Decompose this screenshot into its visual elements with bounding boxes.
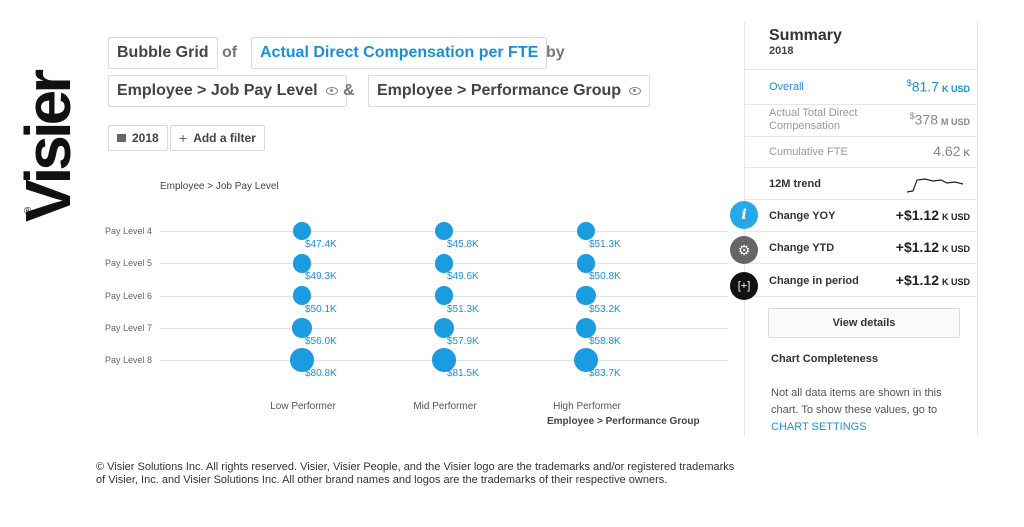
bubble-value-label: $50.8K — [589, 271, 621, 283]
bubble-value-label: $51.3K — [447, 303, 479, 315]
dimension-2-label: Employee > Performance Group — [377, 82, 622, 99]
period-label: Change in period — [769, 275, 859, 287]
bubble-value-label: $49.6K — [447, 271, 479, 283]
bubble[interactable] — [292, 221, 312, 241]
bubble-value-label: $80.8K — [305, 368, 337, 380]
x-axis-title: Employee > Performance Group — [547, 416, 700, 427]
bubble-value-label: $45.8K — [447, 239, 479, 250]
bubble[interactable] — [576, 221, 596, 241]
plus-icon: + — [179, 130, 188, 146]
view-details-button[interactable]: View details — [768, 308, 960, 338]
bubble[interactable] — [292, 286, 312, 305]
connector-of: of — [222, 44, 238, 61]
year-filter-label: 2018 — [132, 131, 159, 145]
dimension-1-label: Employee > Job Pay Level — [117, 82, 318, 99]
trend-sparkline-icon — [906, 178, 964, 193]
bubble[interactable] — [434, 286, 454, 306]
registered-mark: ® — [24, 206, 32, 217]
summary-row-overall[interactable]: Overall $81.7 K USD — [745, 69, 978, 104]
bubble[interactable] — [434, 317, 454, 338]
column-label: Low Performer — [270, 401, 336, 412]
bubble[interactable] — [576, 286, 596, 306]
summary-row-period[interactable]: Change in period +$1.12 K USD — [745, 263, 978, 297]
summary-row-total[interactable]: Actual Total Direct Compensation $378 M U… — [745, 104, 978, 136]
ytd-label: Change YTD — [769, 242, 835, 254]
column-label: High Performer — [553, 401, 621, 412]
bubble[interactable] — [576, 253, 596, 273]
connector-by: by — [546, 44, 565, 61]
total-label: Actual Total Direct Compensation — [769, 107, 858, 132]
metric-chip[interactable]: Actual Direct Compensation per FTE — [251, 37, 548, 69]
bubble[interactable] — [432, 348, 456, 372]
dimension-2-chip[interactable]: Employee > Performance Group — [368, 75, 651, 107]
footer-line-2: of Visier, Inc. and Visier Solutions Inc… — [96, 474, 668, 486]
summary-year: 2018 — [769, 45, 794, 57]
bubble[interactable] — [574, 348, 598, 373]
fte-value: 4.62 K — [933, 143, 970, 159]
bubble-value-label: $49.3K — [305, 271, 337, 283]
summary-title: Summary — [769, 27, 842, 44]
summary-panel: Summary 2018 Overall $81.7 K USD Actual T… — [744, 22, 978, 436]
visier-logo: Visier — [12, 22, 84, 222]
add-filter-button[interactable]: + Add a filter — [170, 125, 265, 151]
chart-completeness-text: Not all data items are shown in this cha… — [771, 387, 942, 433]
bubble[interactable] — [434, 253, 454, 273]
bubble-value-label: $57.9K — [447, 335, 479, 347]
eye-icon[interactable] — [325, 87, 338, 95]
bubble-value-label: $58.8K — [589, 335, 621, 347]
info-icon[interactable]: i — [730, 201, 758, 229]
bubble[interactable] — [435, 222, 453, 240]
bubble[interactable] — [292, 254, 312, 273]
logo-wordmark: Visier — [12, 72, 84, 222]
fte-label: Cumulative FTE — [769, 146, 848, 158]
bubble-value-label: $47.4K — [305, 239, 337, 250]
ytd-value: +$1.12 K USD — [895, 239, 970, 255]
analysis-type-chip[interactable]: Bubble Grid — [108, 37, 218, 69]
chart-completeness-title: Chart Completeness — [771, 353, 878, 365]
row-label: Pay Level 6 — [105, 290, 153, 301]
bubble[interactable] — [575, 317, 597, 338]
bubble-value-label: $53.2K — [589, 303, 621, 315]
total-value: $378 M USD — [909, 111, 970, 128]
eye-icon[interactable] — [629, 87, 642, 95]
row-label: Pay Level 5 — [105, 258, 153, 269]
gear-icon[interactable]: ⚙ — [730, 236, 758, 264]
footer-line-1: © Visier Solutions Inc. All rights reser… — [96, 461, 735, 473]
bubble[interactable] — [292, 318, 312, 338]
row-label: Pay Level 4 — [105, 226, 153, 236]
bubble-value-label: $50.1K — [305, 303, 337, 315]
copyright-footer: © Visier Solutions Inc. All rights reser… — [96, 461, 796, 487]
calendar-icon — [117, 134, 126, 142]
overall-value: $81.7 K USD — [906, 78, 970, 95]
add-filter-label: Add a filter — [193, 131, 256, 145]
bubble[interactable] — [290, 348, 314, 372]
summary-row-fte[interactable]: Cumulative FTE 4.62 K — [745, 136, 978, 167]
row-label: Pay Level 8 — [105, 355, 153, 366]
metric-label: Actual Direct Compensation per FTE — [260, 44, 539, 61]
period-value: +$1.12 K USD — [895, 272, 970, 288]
bubble-value-label: $81.5K — [447, 368, 479, 380]
dimension-1-chip[interactable]: Employee > Job Pay Level — [108, 75, 347, 107]
column-label: Mid Performer — [413, 401, 477, 412]
yoy-value: +$1.12 K USD — [895, 207, 970, 223]
year-filter-button[interactable]: 2018 — [108, 125, 168, 151]
chart-settings-link[interactable]: CHART SETTINGS — [771, 421, 867, 433]
bubble-value-label: $83.7K — [589, 368, 621, 380]
bubble-value-label: $56.0K — [305, 335, 337, 347]
summary-row-yoy[interactable]: Change YOY +$1.12 K USD — [745, 199, 978, 231]
summary-row-ytd[interactable]: Change YTD +$1.12 K USD — [745, 231, 978, 263]
yoy-label: Change YOY — [769, 210, 836, 222]
bubble-value-label: $51.3K — [589, 239, 621, 250]
analysis-type-label: Bubble Grid — [117, 44, 209, 61]
focus-icon[interactable]: [+] — [730, 272, 758, 300]
trend-label: 12M trend — [769, 178, 821, 190]
connector-and: & — [343, 82, 355, 99]
row-label: Pay Level 7 — [105, 322, 153, 333]
y-axis-title: Employee > Job Pay Level — [160, 181, 279, 192]
summary-row-trend[interactable]: 12M trend — [745, 167, 978, 199]
overall-label: Overall — [769, 81, 804, 93]
